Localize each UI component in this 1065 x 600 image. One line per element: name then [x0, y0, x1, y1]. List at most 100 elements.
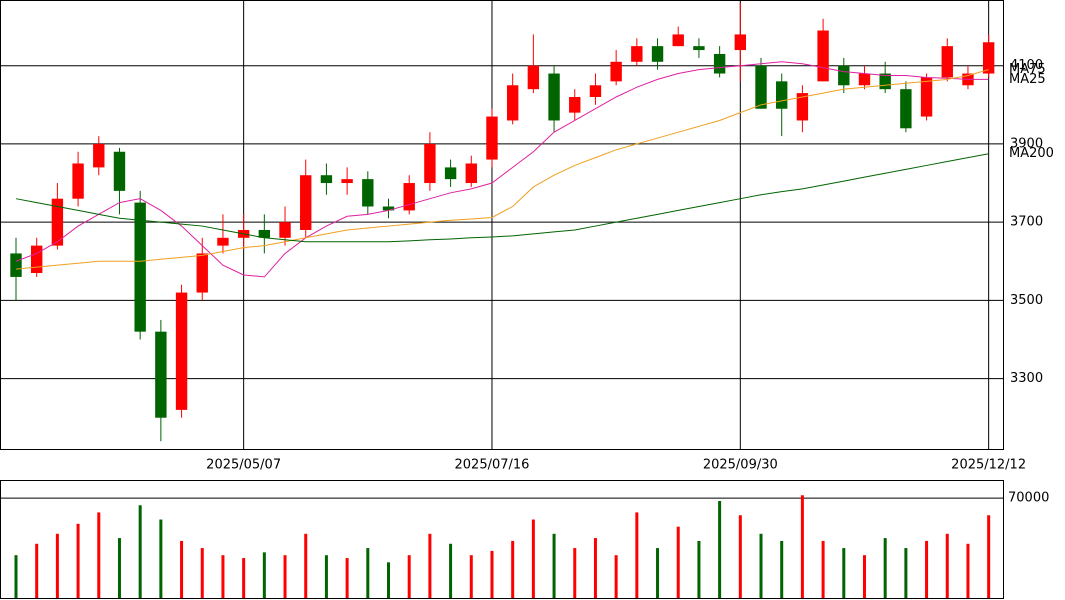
y-tick-label: 3700 [1010, 215, 1043, 230]
volume-bar [242, 558, 246, 598]
volume-bar [821, 540, 825, 598]
candle-body [217, 237, 229, 246]
candle-body [713, 53, 726, 74]
volume-bar [221, 555, 225, 598]
x-tick-label: 2025/05/07 [206, 458, 281, 473]
volume-bar [159, 519, 163, 598]
candle-body [300, 175, 312, 230]
volume-panel [0, 480, 1004, 599]
volume-bar [759, 533, 763, 598]
volume-bar [800, 495, 804, 598]
volume-bar [180, 540, 184, 598]
candle-body [424, 143, 436, 184]
volume-bar [966, 543, 970, 598]
candle-body [672, 34, 684, 47]
candle-body [982, 42, 995, 74]
y-tick-label: 3300 [1010, 371, 1043, 386]
volume-bar [780, 540, 784, 598]
ma-line [15, 61, 989, 278]
volume-bar [883, 538, 887, 598]
candle-body [879, 73, 891, 90]
candle-body [693, 46, 705, 51]
candle-body [900, 89, 912, 129]
candle-body [527, 65, 540, 90]
volume-bar [387, 562, 391, 598]
candle-body [920, 77, 933, 117]
volume-bar [14, 555, 18, 598]
candle-body [486, 116, 498, 160]
volume-bar [324, 555, 328, 598]
candle-body [258, 229, 271, 238]
volume-bar [718, 500, 722, 598]
volume-bar [407, 555, 411, 598]
candle-body [72, 163, 84, 199]
volume-bar [945, 533, 949, 598]
volume-bar [531, 519, 535, 598]
candle-body [589, 85, 602, 97]
x-tick-label: 2025/07/16 [455, 458, 530, 473]
candle-body [796, 93, 809, 121]
candle-body [506, 85, 519, 121]
legend-label: MA200 [1009, 146, 1054, 161]
candle-body [651, 46, 664, 62]
volume-bar [862, 555, 866, 598]
candle-body [858, 73, 871, 86]
volume-bar [304, 533, 308, 598]
volume-bar [469, 555, 473, 598]
x-tick-label: 2025/09/30 [703, 458, 778, 473]
y-tick-label: 3900 [1010, 136, 1043, 151]
volume-bar [428, 533, 432, 598]
candle-body [734, 34, 747, 51]
candle-body [279, 222, 291, 238]
volume-bar [490, 550, 494, 598]
candle-body [175, 292, 188, 410]
candle-body [838, 65, 850, 86]
candle-body [382, 206, 395, 211]
volume-bar [35, 543, 39, 598]
ma-line [15, 69, 989, 270]
candle-body [465, 163, 477, 184]
volume-bar [117, 538, 121, 598]
volume-bar [511, 540, 515, 598]
price-panel [0, 0, 1004, 450]
volume-bar [925, 540, 929, 598]
y-tick-label: 3500 [1010, 293, 1043, 308]
candle-body [10, 253, 22, 277]
volume-tick-label: 70000 [1008, 491, 1049, 506]
volume-bar [676, 526, 680, 598]
candle-body [817, 30, 829, 82]
volume-bar [76, 523, 80, 598]
volume-bar [366, 548, 370, 598]
candle-body [341, 179, 353, 184]
volume-bar [97, 512, 101, 598]
volume-bar [573, 548, 577, 598]
candle-body [93, 143, 105, 168]
legend-label: MA75 [1009, 62, 1046, 77]
volume-bar [552, 533, 556, 598]
volume-bar [593, 538, 597, 598]
x-tick-label: 2025/12/12 [951, 458, 1026, 473]
candle-body [320, 175, 333, 184]
ma-line [15, 153, 989, 243]
volume-bar [55, 533, 59, 598]
candle-body [610, 61, 622, 82]
legend-label: MA25 [1009, 72, 1046, 87]
candle-body [776, 81, 788, 109]
candle-body [941, 46, 953, 78]
candle-body [155, 331, 167, 418]
volume-bar [262, 552, 266, 598]
candle-body [196, 253, 208, 293]
candle-body [51, 198, 64, 246]
volume-bar [614, 555, 618, 598]
candle-body [134, 202, 146, 332]
volume-bar [738, 515, 742, 598]
volume-bar [283, 555, 287, 598]
volume-bar [904, 548, 908, 598]
candle-body [403, 183, 415, 211]
candle-body [631, 46, 643, 62]
volume-bar [987, 515, 991, 598]
candle-body [755, 65, 767, 109]
volume-bar [697, 540, 701, 598]
volume-bar [200, 548, 204, 598]
